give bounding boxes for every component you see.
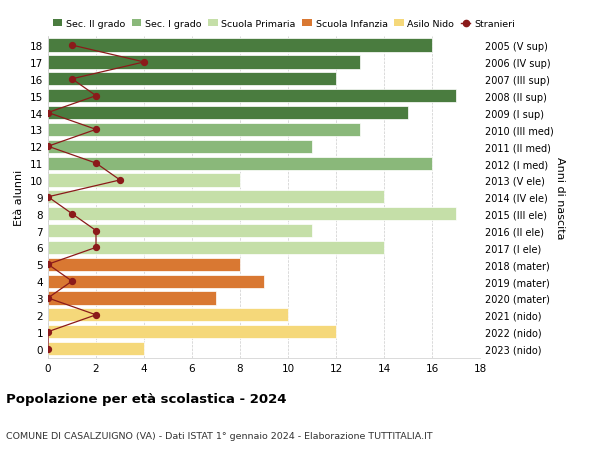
Point — [91, 93, 101, 100]
Bar — [48, 275, 264, 288]
Bar — [48, 258, 240, 271]
Text: Popolazione per età scolastica - 2024: Popolazione per età scolastica - 2024 — [6, 392, 287, 405]
Point — [67, 76, 77, 83]
Point — [43, 194, 53, 201]
Point — [43, 261, 53, 269]
Bar — [48, 224, 312, 238]
Point — [43, 345, 53, 353]
Bar — [48, 39, 432, 52]
Legend: Sec. II grado, Sec. I grado, Scuola Primaria, Scuola Infanzia, Asilo Nido, Stran: Sec. II grado, Sec. I grado, Scuola Prim… — [53, 20, 515, 29]
Bar — [48, 174, 240, 187]
Point — [67, 42, 77, 50]
Bar — [48, 292, 216, 305]
Point — [115, 177, 125, 184]
Point — [43, 143, 53, 151]
Bar — [48, 241, 384, 254]
Y-axis label: Anni di nascita: Anni di nascita — [555, 156, 565, 239]
Point — [91, 312, 101, 319]
Point — [67, 278, 77, 285]
Bar — [48, 191, 384, 204]
Point — [43, 328, 53, 336]
Point — [91, 244, 101, 252]
Bar — [48, 207, 456, 221]
Bar — [48, 106, 408, 120]
Bar — [48, 342, 144, 355]
Bar — [48, 56, 360, 69]
Bar — [48, 157, 432, 170]
Y-axis label: Età alunni: Età alunni — [14, 169, 25, 225]
Bar — [48, 140, 312, 153]
Bar — [48, 308, 288, 322]
Bar — [48, 90, 456, 103]
Point — [91, 126, 101, 134]
Point — [91, 227, 101, 235]
Text: COMUNE DI CASALZUIGNO (VA) - Dati ISTAT 1° gennaio 2024 - Elaborazione TUTTITALI: COMUNE DI CASALZUIGNO (VA) - Dati ISTAT … — [6, 431, 433, 441]
Bar — [48, 73, 336, 86]
Point — [43, 295, 53, 302]
Point — [67, 211, 77, 218]
Point — [139, 59, 149, 67]
Point — [91, 160, 101, 168]
Bar — [48, 325, 336, 338]
Point — [43, 110, 53, 117]
Bar — [48, 123, 360, 137]
